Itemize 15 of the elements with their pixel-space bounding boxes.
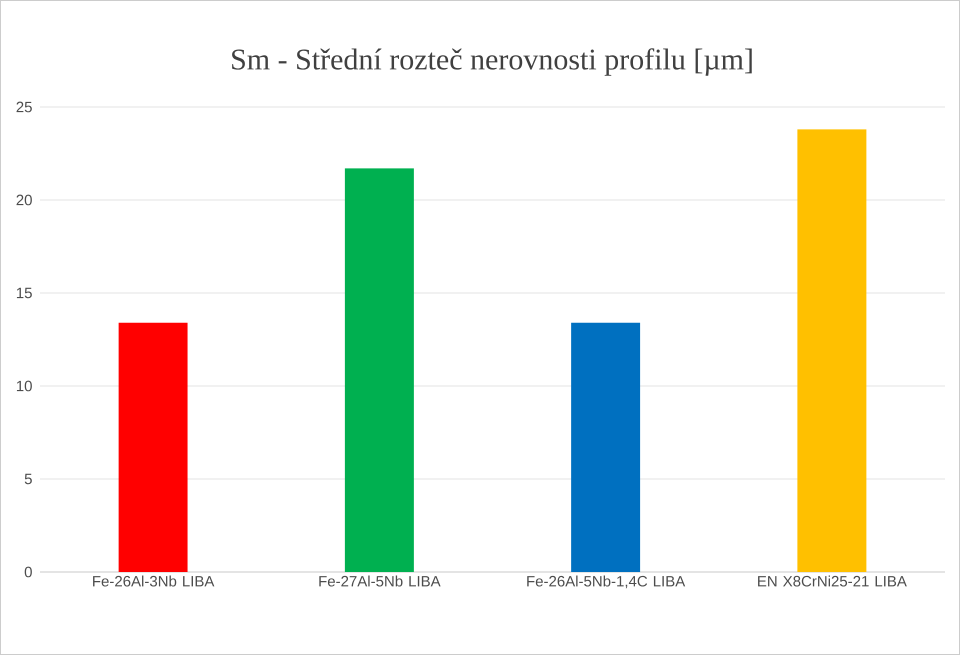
bar: [344, 168, 414, 572]
y-tick-label: 15: [16, 288, 32, 298]
bar: [118, 322, 188, 572]
x-tick-label: Fe-26Al-3Nb LIBA: [93, 576, 214, 587]
y-tick-label: 5: [24, 474, 32, 484]
y-tick-label: 25: [16, 102, 32, 112]
x-tick-label: Fe-27Al-5Nb LIBA: [319, 576, 441, 587]
bar: [571, 322, 640, 572]
x-tick-label: EN X8CrNi25-21 LIBA: [758, 576, 907, 587]
chart-title: Sm - Střední rozteč nerovnosti profilu [µm]: [232, 48, 752, 76]
y-tick-label: 0: [24, 566, 32, 578]
bar: [797, 129, 866, 572]
y-tick-label: 10: [16, 380, 32, 392]
y-tick-label: 20: [16, 194, 32, 206]
x-tick-label: Fe-26Al-5Nb-1,4C LIBA: [527, 576, 686, 588]
